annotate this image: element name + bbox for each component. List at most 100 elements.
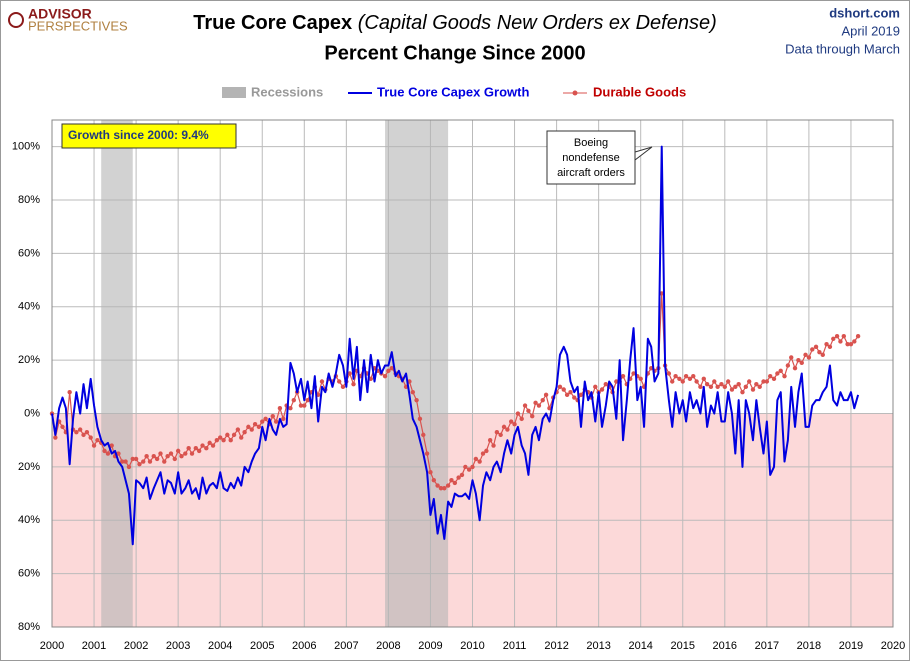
data-point xyxy=(246,424,251,430)
data-point xyxy=(487,438,493,443)
data-point xyxy=(683,373,689,379)
data-point xyxy=(116,451,121,456)
data-point xyxy=(806,355,812,360)
data-point xyxy=(775,371,780,376)
data-point xyxy=(438,486,444,491)
data-point xyxy=(137,462,142,467)
data-point xyxy=(533,400,538,406)
data-point xyxy=(666,371,672,376)
data-point xyxy=(722,384,727,390)
data-point xyxy=(743,384,749,390)
data-point xyxy=(67,389,72,395)
x-tick-label: 2001 xyxy=(82,640,106,652)
series-line xyxy=(51,145,860,546)
x-tick-label: 2008 xyxy=(376,640,400,652)
data-point xyxy=(147,459,153,464)
data-point xyxy=(477,459,482,464)
data-point xyxy=(792,365,798,371)
data-point xyxy=(530,413,535,419)
data-point xyxy=(410,389,415,395)
data-point xyxy=(817,349,822,355)
data-point xyxy=(435,483,440,488)
data-point xyxy=(347,371,352,376)
data-point xyxy=(470,464,475,470)
data-note: Data through March xyxy=(785,41,900,56)
data-point xyxy=(557,384,563,390)
data-point xyxy=(210,443,216,448)
data-point xyxy=(102,448,107,454)
data-point xyxy=(281,416,286,422)
data-point xyxy=(508,419,514,424)
data-point xyxy=(719,381,724,387)
data-point xyxy=(442,486,447,491)
data-point xyxy=(421,432,426,438)
data-point xyxy=(389,365,394,371)
data-point xyxy=(771,376,777,382)
data-point xyxy=(273,419,279,424)
data-point xyxy=(424,451,430,456)
data-point xyxy=(515,411,521,416)
data-point xyxy=(218,435,223,440)
data-point xyxy=(564,392,570,398)
data-point xyxy=(680,379,685,384)
x-tick-label: 2003 xyxy=(166,640,190,652)
data-point xyxy=(305,397,310,403)
data-point xyxy=(277,405,283,411)
data-point xyxy=(501,424,507,430)
data-point xyxy=(750,387,756,392)
data-point xyxy=(561,387,566,392)
recession-band xyxy=(101,120,133,627)
plot-area: 80% 60% 40% 20% 0% 20% 40% 60% 80% 100% 2000 2001 20… xyxy=(12,119,905,652)
data-point xyxy=(852,339,857,344)
data-point xyxy=(431,478,437,483)
legend-swatch xyxy=(222,87,246,98)
data-point xyxy=(519,416,524,422)
data-point xyxy=(547,405,552,411)
data-point xyxy=(302,403,307,408)
data-point xyxy=(620,373,626,379)
data-point xyxy=(746,379,752,384)
data-point xyxy=(133,456,139,462)
data-point xyxy=(701,376,706,382)
data-point xyxy=(473,456,479,462)
y-tick-label: 40% xyxy=(18,301,40,313)
annotation-box xyxy=(546,130,636,185)
data-point xyxy=(109,443,114,448)
data-point xyxy=(263,416,268,422)
data-point xyxy=(638,376,643,382)
data-point xyxy=(757,384,762,390)
data-point xyxy=(221,438,226,443)
x-tick-label: 2005 xyxy=(250,640,274,652)
data-point xyxy=(88,435,93,440)
x-tick-label: 2006 xyxy=(292,640,316,652)
x-tick-label: 2017 xyxy=(755,640,779,652)
y-tick-label: 40% xyxy=(18,514,40,526)
x-tick-label: 2013 xyxy=(586,640,610,652)
source: dshort.com xyxy=(829,5,900,20)
data-point xyxy=(845,341,850,347)
data-point xyxy=(670,379,675,384)
legend: Recessions True Core Capex Growth Durabl… xyxy=(222,84,686,99)
data-point xyxy=(831,336,836,342)
subtitle: Percent Change Since 2000 xyxy=(324,42,585,64)
data-point xyxy=(252,422,258,427)
data-point xyxy=(729,387,735,392)
data-point xyxy=(162,459,167,464)
data-point xyxy=(768,373,773,379)
x-tick-label: 2016 xyxy=(713,640,737,652)
data-point xyxy=(95,438,100,443)
title-main: True Core Capex xyxy=(193,12,352,34)
data-point xyxy=(841,333,847,339)
data-point xyxy=(386,368,391,374)
data-point xyxy=(242,430,247,435)
data-point xyxy=(74,430,79,435)
data-point xyxy=(449,478,454,483)
data-point xyxy=(764,379,770,384)
data-point xyxy=(733,384,738,390)
data-point xyxy=(428,470,433,475)
annotation: nondefense xyxy=(562,152,620,164)
data-point xyxy=(53,435,58,440)
data-point xyxy=(235,427,241,432)
data-point xyxy=(715,384,720,390)
